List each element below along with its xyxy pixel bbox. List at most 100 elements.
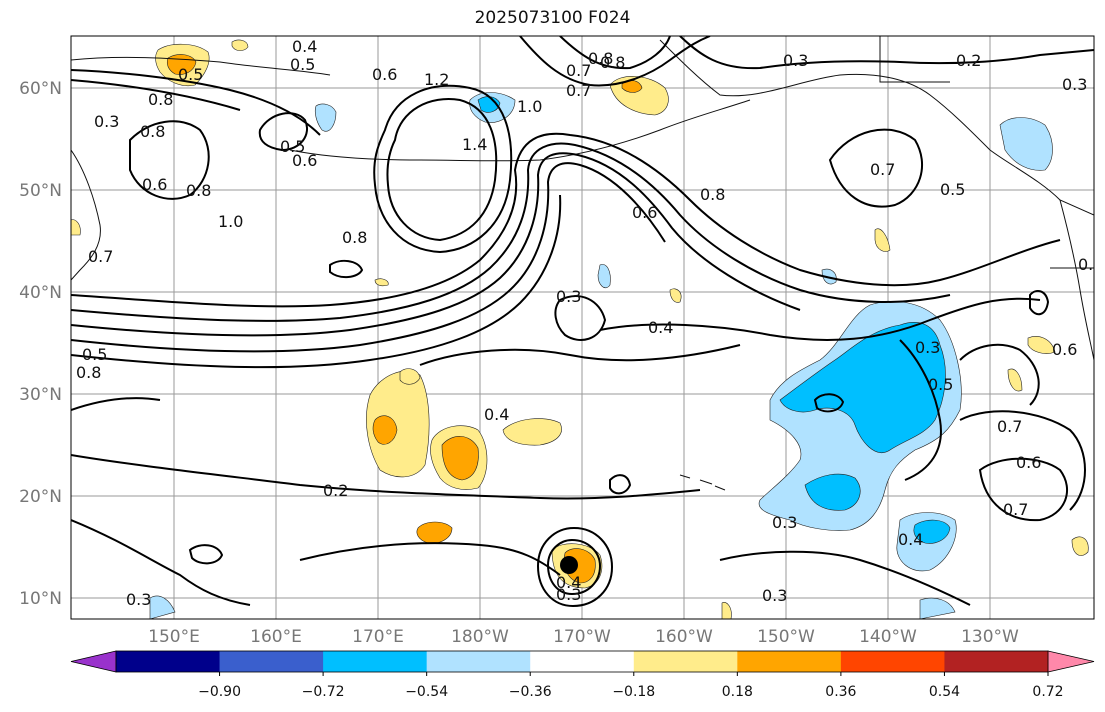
contour-0.3-mid (554, 295, 607, 341)
contour-label: 0.3 (783, 51, 808, 70)
contour-label: 0.3 (556, 287, 581, 306)
contour-label: 0.3 (1078, 255, 1103, 274)
contour-label: 0.3 (772, 513, 797, 532)
contour-west-mid (71, 397, 161, 411)
contour-storm-2 (536, 526, 614, 608)
colorbar-tick-label: 0.18 (722, 684, 753, 700)
latitude-labels: 60°N 50°N 40°N 30°N 20°N 10°N (19, 79, 62, 609)
contour-label: 0.2 (956, 51, 981, 70)
shading-blue-east-lower (804, 473, 861, 511)
contour-label: 0.5 (928, 375, 953, 394)
contour-label: 0.6 (632, 203, 657, 222)
contour-east-mid (959, 343, 1040, 406)
lat-tick-label: 40°N (19, 283, 62, 303)
contour-label: 0.8 (186, 181, 211, 200)
contour-jet-2 (71, 142, 951, 322)
colorbar-segment (323, 651, 428, 672)
coastline-hawaii (679, 474, 726, 491)
contour-label: 0.8 (342, 228, 367, 247)
contour-label: 0.7 (566, 81, 591, 100)
lon-tick-label: 180°W (451, 627, 509, 647)
contour-0.5-east (899, 339, 942, 481)
contour-label: 0.3 (556, 585, 581, 604)
contour-label: 0.5 (290, 55, 315, 74)
map-title: 2025073100 F024 (474, 8, 631, 28)
shading-light-blue-alaska (999, 117, 1053, 171)
coastline-alaska (659, 39, 1094, 216)
shading-yellow-small-4 (1007, 368, 1023, 392)
contour-label: 0.3 (762, 586, 787, 605)
contour-label: 0.8 (148, 90, 173, 109)
contour-0.7-se (959, 410, 1086, 511)
contour-lines (71, 36, 1094, 608)
shading-light-blue-small-2 (597, 264, 611, 289)
contour-label: 1.0 (517, 97, 542, 116)
contour-south-west (71, 519, 251, 606)
shading-orange-small (416, 521, 453, 544)
contour-low-center-inner (386, 98, 498, 242)
colorbar-tick-label: −0.54 (405, 684, 448, 700)
colorbar-frame (115, 650, 1049, 673)
longitude-labels: 150°E 160°E 170°E 180°W 170°W 160°W 150°W 140°W… (148, 627, 1019, 647)
colorbar-segment (633, 651, 738, 672)
contour-label: 0.4 (648, 318, 673, 337)
shading-yellow-small-10 (374, 278, 389, 287)
contour-label: 0.8 (140, 122, 165, 141)
contour-0.6-west (129, 120, 210, 200)
contour-label: 0.3 (1062, 75, 1087, 94)
contour-label: 0.3 (915, 338, 940, 357)
contour-label: 0.4 (556, 573, 581, 592)
contour-low-center-2 (373, 84, 513, 254)
colorbar-tick-label: −0.36 (509, 684, 552, 700)
contour-0.4-main (419, 344, 741, 366)
contour-0.6-se (978, 457, 1069, 522)
colorbar-segment (840, 651, 945, 672)
lat-tick-label: 30°N (19, 385, 62, 405)
contour-label: 0.3 (126, 590, 151, 609)
colorbar-extend-min (70, 650, 117, 673)
contour-label: 0.4 (484, 405, 509, 424)
contour-0.3-lower (188, 544, 224, 565)
contour-labels: 0.4 0.5 0.5 0.6 0.8 0.3 0.3 0.2 0.7 0.8 … (76, 37, 1103, 609)
contour-label: 0.7 (1003, 500, 1028, 519)
shading-yellow-small-1 (399, 368, 421, 385)
shading-yellow-small-3 (1027, 336, 1056, 354)
contour-loop-mid-south (609, 474, 632, 495)
contour-label: 1.2 (424, 70, 449, 89)
shading-yellow-central-3 (502, 418, 562, 446)
contour-label: 0.6 (372, 65, 397, 84)
contour-label: 0.4 (292, 37, 317, 56)
shading-light-blue-small-3 (149, 595, 176, 619)
map-frame (70, 35, 1095, 620)
lat-tick-label: 50°N (19, 181, 62, 201)
contour-0.7-alaska (828, 128, 924, 208)
colorbar-tick-label: −0.18 (612, 684, 655, 700)
tropical-cyclone-icon (560, 556, 578, 574)
colorbar-segment (219, 651, 324, 672)
shading-orange-central-1 (372, 415, 398, 445)
border-canada-us (879, 36, 1094, 269)
lon-tick-label: 130°W (961, 627, 1019, 647)
map-plot-area: 0.4 0.5 0.5 0.6 0.8 0.3 0.3 0.2 0.7 0.8 … (71, 36, 1103, 619)
contour-loop-far-east (1029, 289, 1050, 316)
contour-storm-1 (546, 538, 602, 596)
colorbar-segment (944, 651, 1049, 672)
contour-jet-1 (71, 132, 1061, 308)
contour-east-1 (599, 297, 1041, 341)
contour-label: 0.5 (178, 65, 203, 84)
colorbar-segment (737, 651, 842, 672)
lon-tick-label: 140°W (859, 627, 917, 647)
shading-yellow-small-5 (1071, 536, 1089, 556)
contour-label: 0.2 (323, 481, 348, 500)
shading-yellow-small-7 (721, 602, 732, 619)
contour-north-1 (71, 69, 321, 136)
contour-jet-5 (71, 194, 562, 369)
coastline-kamchatka (71, 149, 101, 281)
contour-label: 0.8 (76, 363, 101, 382)
lon-tick-label: 170°E (352, 627, 404, 647)
contour-label: 0.3 (94, 112, 119, 131)
shading-yellow-small-6 (231, 39, 249, 51)
lon-tick-label: 160°E (250, 627, 302, 647)
contour-label: 0.8 (600, 53, 625, 72)
